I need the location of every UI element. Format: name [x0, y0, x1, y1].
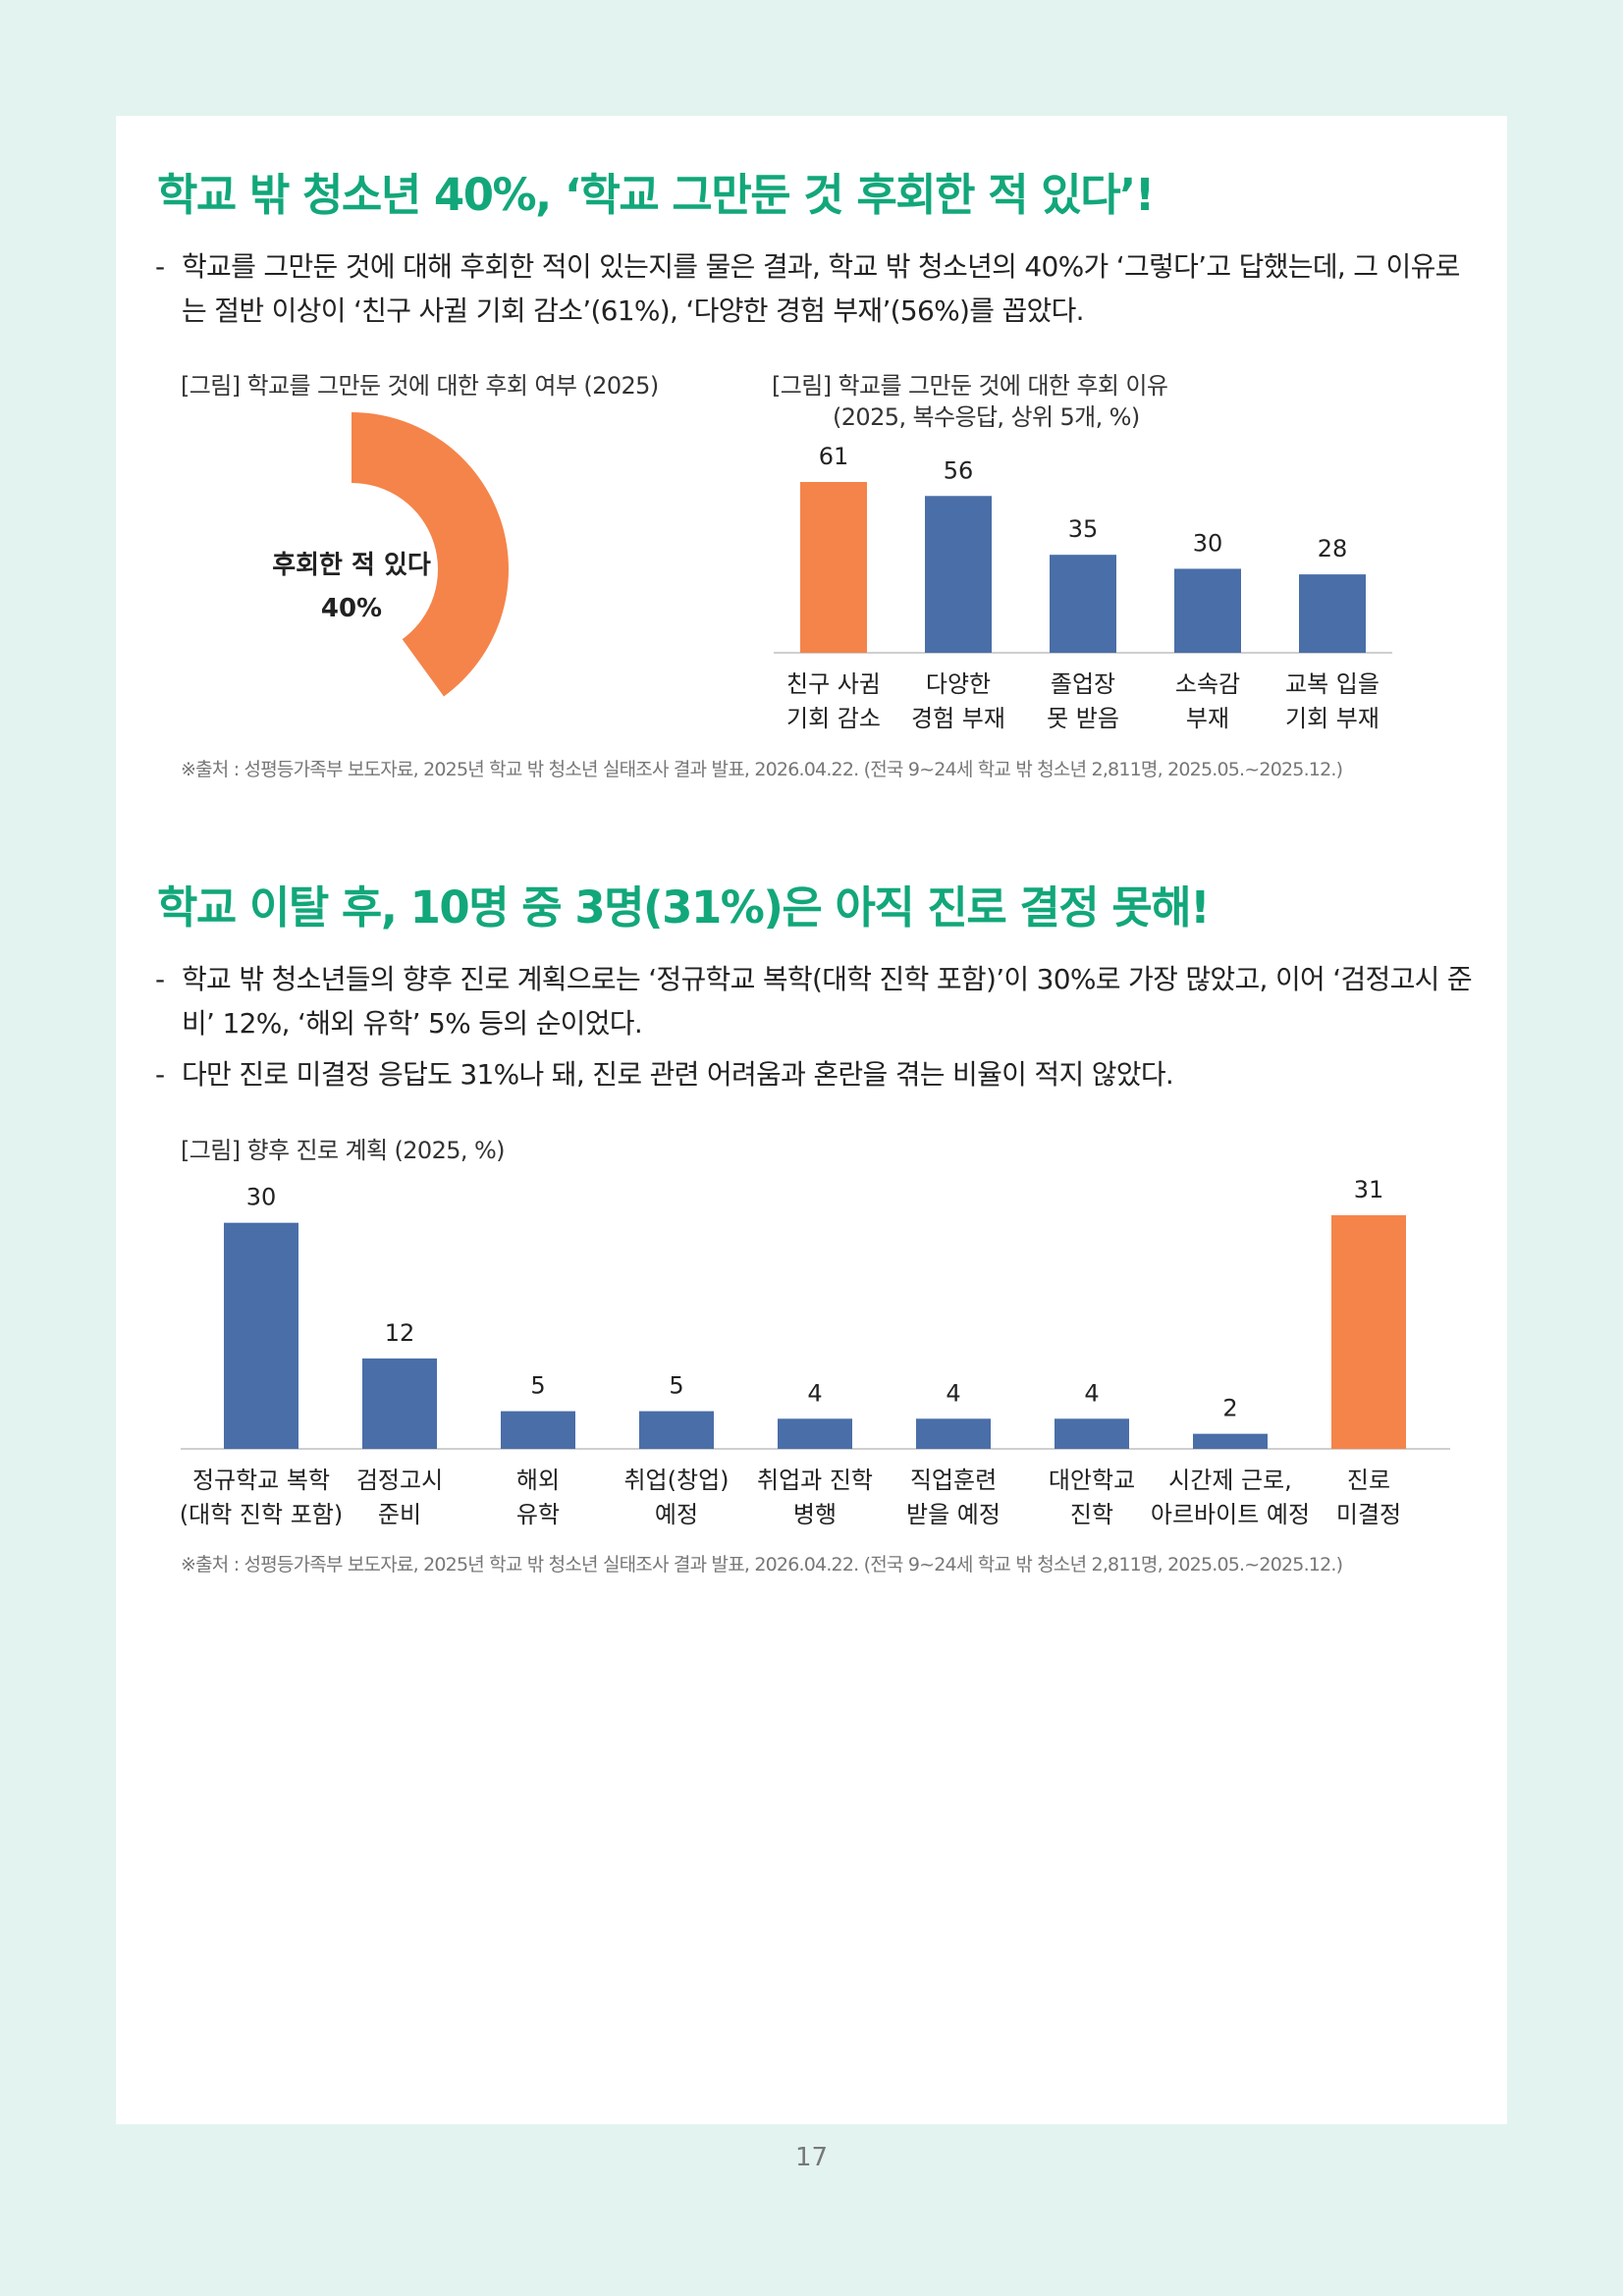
section2-source: ※출처 : 성평등가족부 보도자료, 2025년 학교 밖 청소년 실태조사 결…	[181, 1554, 1343, 1575]
section2-bullet-2: - 다만 진로 미결정 응답도 31%나 돼, 진로 관련 어려움과 혼란을 겪…	[155, 1052, 1476, 1096]
reason-chart-bar	[800, 482, 867, 653]
plan-chart-bar	[1055, 1418, 1129, 1449]
reason-chart-bar	[1299, 574, 1366, 653]
plan-chart-category-label: 검정고시	[356, 1467, 443, 1494]
plan-chart-value-label: 4	[807, 1379, 822, 1407]
reason-chart-value-label: 35	[1068, 515, 1099, 543]
plan-chart-category-label: 아르바이트 예정	[1151, 1501, 1310, 1528]
reason-chart-category-label: 기회 감소	[786, 705, 881, 732]
plan-chart-value-label: 4	[946, 1379, 960, 1407]
bullet-marker: -	[155, 1058, 165, 1091]
plan-chart-category-label: 예정	[655, 1501, 698, 1528]
section2-heading: 학교 이탈 후, 10명 중 3명(31%)은 아직 진로 결정 못해!	[157, 881, 1211, 934]
section1-bullet-text: 학교를 그만둔 것에 대해 후회한 적이 있는지를 물은 결과, 학교 밖 청소…	[182, 250, 1460, 327]
section1-source: ※출처 : 성평등가족부 보도자료, 2025년 학교 밖 청소년 실태조사 결…	[181, 759, 1343, 780]
plan-chart-category-label: 미결정	[1336, 1501, 1401, 1528]
plan-chart-bar	[639, 1411, 714, 1449]
chart2-subtitle: (2025, 복수응답, 상위 5개, %)	[833, 403, 1140, 431]
reason-chart-bar	[925, 496, 992, 653]
plan-chart-value-label: 5	[669, 1372, 683, 1400]
plan-chart-category-label: 받을 예정	[906, 1501, 1001, 1528]
plan-chart-category-label: 취업과 진학	[757, 1467, 873, 1494]
plan-chart-category-label: 시간제 근로,	[1168, 1467, 1292, 1494]
reason-chart-value-label: 30	[1193, 529, 1223, 557]
plan-chart-value-label: 4	[1084, 1379, 1099, 1407]
section1-bullet: - 학교를 그만둔 것에 대해 후회한 적이 있는지를 물은 결과, 학교 밖 …	[155, 244, 1476, 333]
section2-bullet-text-1: 학교 밖 청소년들의 향후 진로 계획으로는 ‘정규학교 복학(대학 진학 포함…	[182, 963, 1473, 1040]
section2-bullet-text-2: 다만 진로 미결정 응답도 31%나 돼, 진로 관련 어려움과 혼란을 겪는 …	[182, 1058, 1174, 1091]
reason-chart-bar	[1050, 555, 1116, 653]
plan-chart-category-label: 직업훈련	[910, 1467, 997, 1494]
plan-chart-bar	[778, 1418, 852, 1449]
chart3-title: [그림] 향후 진로 계획 (2025, %)	[181, 1137, 506, 1164]
reason-chart-category-label: 기회 부재	[1285, 705, 1380, 732]
donut-slice-regret	[352, 412, 510, 697]
plan-chart-category-label: 취업(창업)	[623, 1467, 729, 1494]
reason-chart-category-label: 부재	[1186, 705, 1229, 732]
plan-chart-category-label: 진로	[1347, 1467, 1390, 1494]
plan-chart-bar	[501, 1411, 575, 1449]
plan-chart-category-label: 진학	[1070, 1501, 1113, 1528]
plan-chart-category-label: 병행	[793, 1501, 837, 1528]
plan-chart-bar	[362, 1358, 437, 1449]
bullet-marker: -	[155, 963, 165, 995]
reason-chart-category-label: 다양한	[926, 670, 991, 698]
plan-chart-value-label: 30	[246, 1184, 277, 1211]
plan-chart-bar	[1193, 1433, 1268, 1449]
bullet-marker: -	[155, 250, 165, 283]
reason-chart-category-label: 경험 부재	[911, 705, 1005, 732]
reason-chart-category-label: 교복 입을	[1285, 670, 1380, 698]
reason-chart-category-label: 친구 사귐	[786, 670, 881, 698]
reason-chart-value-label: 56	[944, 456, 974, 484]
plan-chart-category-label: 유학	[516, 1501, 560, 1528]
plan-chart-value-label: 31	[1354, 1176, 1384, 1203]
plan-chart-category-label: 정규학교 복학	[192, 1467, 330, 1494]
plan-chart-category-label: 대안학교	[1049, 1467, 1135, 1494]
section1-heading: 학교 밖 청소년 40%, ‘학교 그만둔 것 후회한 적 있다’!	[157, 169, 1155, 221]
reason-chart-category-label: 소속감	[1175, 670, 1240, 698]
content-card	[116, 116, 1507, 2124]
donut-label-value: 40%	[321, 594, 382, 623]
page-number: 17	[794, 2143, 829, 2172]
reason-chart-value-label: 61	[819, 443, 849, 470]
reason-chart-bar	[1174, 568, 1241, 653]
section2-bullet-1: - 학교 밖 청소년들의 향후 진로 계획으로는 ‘정규학교 복학(대학 진학 …	[155, 957, 1476, 1045]
reason-chart-value-label: 28	[1318, 535, 1348, 562]
plan-chart-category-label: 준비	[378, 1501, 421, 1528]
reason-chart-category-label: 졸업장	[1051, 670, 1115, 698]
plan-chart-value-label: 12	[385, 1319, 415, 1347]
chart1-title: [그림] 학교를 그만둔 것에 대한 후회 여부 (2025)	[181, 372, 659, 400]
plan-chart-bar	[224, 1222, 298, 1449]
chart2-title: [그림] 학교를 그만둔 것에 대한 후회 이유	[772, 372, 1168, 400]
plan-chart-category-label: 해외	[516, 1467, 560, 1494]
plan-chart-value-label: 5	[530, 1372, 545, 1400]
reason-chart-category-label: 못 받음	[1047, 705, 1119, 732]
plan-chart-category-label: (대학 진학 포함)	[180, 1501, 343, 1528]
plan-chart-bar	[1331, 1215, 1406, 1449]
donut-label-name: 후회한 적 있다	[272, 551, 431, 580]
plan-chart-bar	[916, 1418, 991, 1449]
plan-chart-value-label: 2	[1222, 1395, 1237, 1422]
